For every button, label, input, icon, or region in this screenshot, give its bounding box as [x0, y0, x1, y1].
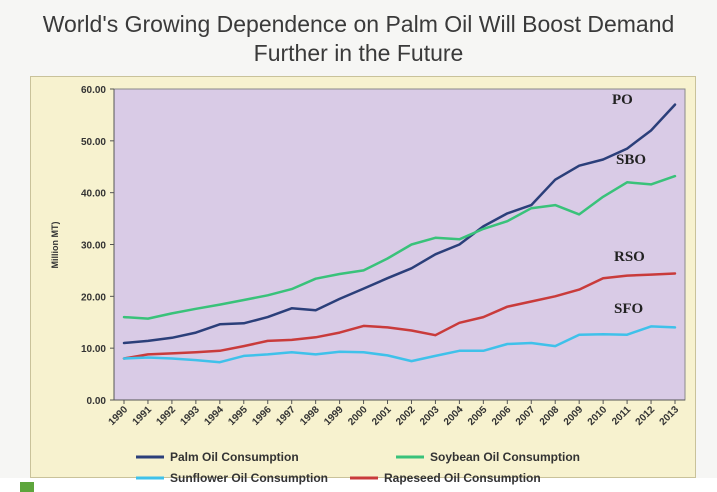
series-line-rso	[122, 272, 677, 360]
x-tick-label: 1993	[178, 404, 202, 428]
y-tick-label: 40.00	[81, 189, 106, 200]
x-tick-label: 1990	[107, 404, 131, 428]
bottom-accent	[20, 482, 34, 492]
x-axis: 1990 1991 1992 1993 1994 1995 1996 1997 1998 1999…	[107, 399, 685, 428]
x-tick-label: 2002	[394, 404, 418, 428]
legend-label: Soybean Oil Consumption	[430, 450, 580, 464]
y-tick-label: 60.00	[81, 85, 106, 96]
y-tick-label: 10.00	[81, 344, 106, 355]
x-tick-label: 2004	[442, 404, 466, 428]
series-tags: PO SBO RSO SFO	[612, 92, 646, 317]
y-tick-label: 30.00	[81, 241, 106, 252]
legend: Palm Oil Consumption Soybean Oil Consumpt…	[136, 450, 580, 485]
x-tick-label: 1992	[155, 404, 179, 428]
x-tick-label: 1998	[298, 404, 322, 428]
chart-title: World's Growing Dependence on Palm Oil W…	[0, 10, 717, 68]
legend-label: Palm Oil Consumption	[170, 450, 299, 464]
series-line-sfo	[122, 325, 677, 364]
series-tag-rso: RSO	[614, 249, 645, 265]
chart-title-line-2: Further in the Future	[253, 40, 464, 66]
plot-area	[113, 88, 686, 401]
x-tick-label: 2007	[514, 404, 538, 428]
x-tick-label: 2010	[586, 404, 610, 428]
y-axis: 0.00 10.00 20.00 30.00 40.00 50.00 60.00	[81, 85, 115, 407]
x-tick-label: 2009	[562, 404, 586, 428]
x-tick-label: 2001	[370, 404, 394, 428]
x-tick-label: 2011	[610, 404, 633, 427]
x-tick-label: 1997	[274, 404, 298, 428]
x-tick-label: 2012	[634, 404, 658, 428]
x-tick-label: 2008	[538, 404, 562, 428]
series-line-sbo	[122, 174, 677, 320]
x-tick-label: 1991	[131, 404, 155, 428]
x-tick-label: 2005	[466, 404, 490, 428]
x-tick-label: 2000	[346, 404, 370, 428]
x-tick-label: 2003	[418, 404, 442, 428]
y-axis-label: Million MT)	[50, 222, 60, 269]
x-tick-label: 2006	[490, 404, 514, 428]
x-tick-label: 1999	[322, 404, 346, 428]
series-tag-sfo: SFO	[614, 301, 643, 317]
bottom-strip	[0, 478, 717, 492]
series-tag-sbo: SBO	[616, 152, 646, 168]
x-tick-label: 1994	[202, 404, 226, 428]
x-tick-label: 1995	[226, 404, 250, 428]
y-tick-label: 20.00	[81, 292, 106, 303]
legend-label: Rapeseed Oil Consumption	[384, 471, 541, 485]
y-tick-label: 0.00	[87, 396, 107, 407]
legend-label: Sunflower Oil Consumption	[170, 471, 328, 485]
chart-title-line-1: World's Growing Dependence on Palm Oil W…	[42, 11, 675, 37]
x-tick-label: 2013	[658, 404, 682, 428]
x-tick-label: 1996	[250, 404, 274, 428]
series-layer	[122, 103, 677, 364]
y-tick-label: 50.00	[81, 137, 106, 148]
series-tag-po: PO	[612, 92, 633, 108]
series-line-po	[122, 103, 677, 345]
